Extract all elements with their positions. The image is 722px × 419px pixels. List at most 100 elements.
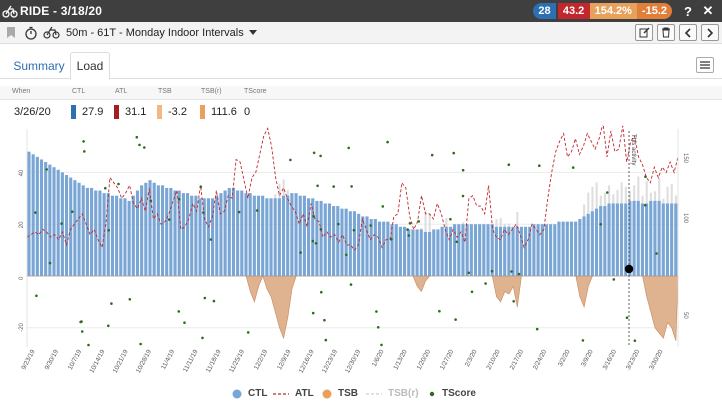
tscore-point — [349, 283, 353, 286]
ctl-bar — [327, 203, 332, 276]
tscore-point — [510, 270, 513, 273]
tscore-point — [35, 294, 38, 298]
ctl-bar — [223, 190, 227, 276]
value-tsb: -3.2 — [168, 106, 187, 118]
legend-item-tscore[interactable]: TScore — [428, 388, 476, 399]
ctl-bar — [115, 195, 119, 276]
tab-summary[interactable]: Summary — [13, 58, 65, 73]
ctl-bar — [227, 187, 231, 276]
ctl-bar — [240, 190, 244, 276]
legend-item-ctl[interactable]: CTL — [232, 388, 267, 399]
previous-button[interactable] — [679, 24, 697, 41]
activity-point — [624, 264, 634, 274]
ctl-bar — [453, 224, 457, 276]
ctl-bar — [649, 200, 653, 276]
y-left-tick-label: 0 — [19, 276, 25, 280]
ctl-bar — [190, 195, 194, 276]
tscore-point — [324, 338, 328, 342]
ctl-bar — [35, 156, 39, 276]
ctl-bar — [665, 203, 670, 276]
tsb-area — [27, 275, 679, 341]
tscore-point — [177, 197, 181, 201]
tab-load[interactable]: Load — [70, 52, 110, 80]
tscore-point — [625, 316, 629, 319]
ctl-bar — [85, 187, 89, 276]
tscore-point — [255, 209, 259, 212]
ctl-bar — [248, 193, 252, 276]
ctl-bar — [211, 198, 215, 276]
tsb-percent-badge: 154.2% — [589, 3, 637, 19]
tscore-point — [135, 135, 139, 139]
ctl-bar — [528, 226, 532, 276]
menu-button[interactable] — [696, 57, 714, 73]
ctl-bar — [511, 226, 515, 276]
x-tick-label: 10/21/19 — [112, 348, 130, 374]
ctl-bar — [173, 190, 177, 276]
ctl-bar — [607, 203, 611, 276]
tscore-point — [430, 153, 434, 157]
tscore-point — [312, 151, 316, 155]
tscore-point — [139, 342, 142, 346]
tscore-point — [512, 300, 515, 303]
ctl-bar — [561, 221, 565, 276]
delete-button[interactable] — [657, 24, 675, 41]
ctl-bar — [382, 221, 386, 276]
stopwatch-icon[interactable] — [22, 24, 40, 42]
ctl-bar — [536, 224, 540, 276]
tscore-point — [128, 298, 132, 301]
header-ctl: CTL — [72, 88, 86, 95]
ctl-bar — [94, 190, 98, 276]
ctl-bar — [507, 226, 511, 276]
ctl-bar — [311, 198, 315, 276]
x-tick-label: 12/9/19 — [276, 348, 293, 371]
ctl-bar — [619, 203, 624, 276]
legend-label-ctl: CTL — [248, 388, 268, 399]
chart-legend: CTL ATL TSB TSB(r) TScore — [0, 386, 722, 404]
tscore-point — [461, 168, 465, 172]
help-icon[interactable]: ? — [684, 3, 692, 19]
ctl-marker — [232, 389, 242, 398]
close-icon[interactable]: ✕ — [702, 3, 714, 18]
bookmark-icon[interactable] — [2, 24, 20, 42]
ctl-bar — [185, 193, 190, 276]
ctl-bar — [411, 229, 415, 276]
tscore-point — [490, 269, 494, 273]
header-atl: ATL — [115, 88, 128, 95]
edit-button[interactable] — [635, 24, 653, 41]
ctl-bar — [169, 187, 173, 276]
x-tick-label: 1/13/20 — [392, 348, 409, 371]
tscore-point — [202, 211, 205, 214]
tscore-point — [143, 146, 146, 149]
tscore-point — [407, 234, 411, 237]
tscore-point — [599, 223, 602, 226]
legend-item-tsbr[interactable]: TSB(r) — [366, 388, 419, 399]
ctl-bar — [202, 198, 206, 276]
legend-item-atl[interactable]: ATL — [273, 388, 314, 399]
tscore-point — [347, 146, 351, 150]
tscore-point — [337, 222, 340, 226]
x-tick-label: 3/23/20 — [625, 348, 642, 371]
x-tick-label: 12/2/19 — [253, 348, 270, 371]
tscore-point — [110, 302, 113, 305]
tscore-point — [311, 311, 315, 315]
tscore-point — [571, 166, 575, 169]
next-button[interactable] — [701, 24, 719, 41]
tscore-point — [80, 330, 84, 333]
tscore-point — [323, 318, 326, 322]
ctl-bar — [273, 198, 277, 276]
x-tick-label: 10/28/19 — [135, 348, 153, 374]
ctl-bar — [302, 195, 306, 276]
tscore-point — [320, 290, 323, 294]
ctl-bar — [340, 208, 344, 276]
tscore-point — [581, 339, 585, 342]
legend-item-tsb[interactable]: TSB — [322, 388, 358, 399]
legend-label-tscore: TScore — [442, 388, 476, 399]
tscore-point — [467, 271, 471, 275]
tscore-point — [332, 185, 336, 188]
workout-title-dropdown[interactable]: 50m - 61T - Monday Indoor Intervals — [66, 27, 257, 39]
ctl-bar — [48, 164, 52, 276]
ctl-bar — [432, 229, 436, 276]
tscore-point — [199, 185, 203, 188]
ctl-bar — [407, 229, 411, 276]
tscore-point — [484, 282, 487, 285]
